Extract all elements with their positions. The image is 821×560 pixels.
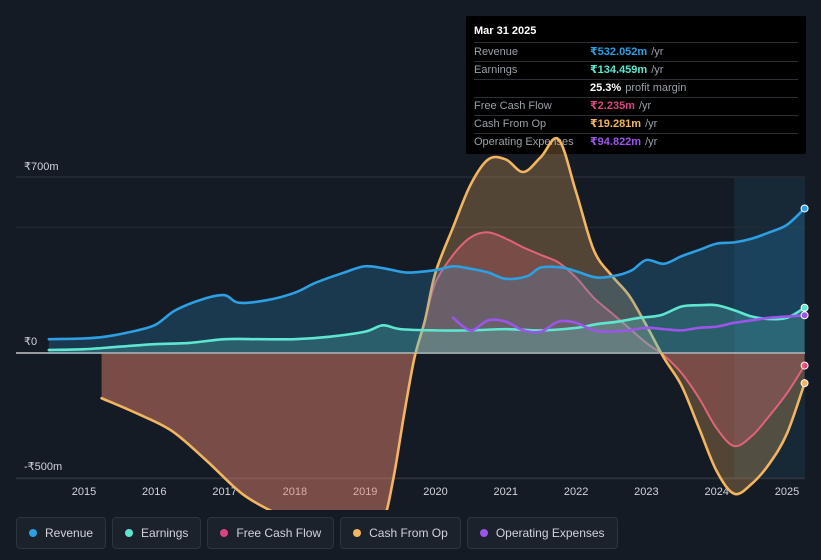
tooltip-date: Mar 31 2025 bbox=[474, 24, 798, 43]
tooltip-label: Revenue bbox=[474, 46, 519, 58]
legend-item-earnings[interactable]: Earnings bbox=[112, 517, 202, 549]
tooltip-suffix: /yr bbox=[651, 64, 664, 76]
tooltip-suffix: /yr bbox=[651, 46, 664, 58]
legend-label: Free Cash Flow bbox=[236, 526, 322, 540]
tooltip-row-cfo: Cash From Op ₹19.281m /yr bbox=[474, 116, 798, 134]
legend-item-operating-expenses[interactable]: Operating Expenses bbox=[466, 517, 618, 549]
x-tick-label: 2024 bbox=[704, 486, 728, 498]
x-tick-label: 2015 bbox=[72, 486, 96, 498]
x-tick-label: 2016 bbox=[142, 486, 166, 498]
tooltip-suffix: /yr bbox=[638, 100, 652, 112]
tooltip-label: Free Cash Flow bbox=[474, 100, 552, 112]
y-tick-label: ₹700m bbox=[24, 161, 59, 173]
tooltip-row-margin: 25.3% profit margin bbox=[474, 80, 798, 98]
tooltip-value: ₹19.281m bbox=[590, 118, 642, 130]
legend-label: Earnings bbox=[141, 526, 189, 540]
revenue-area bbox=[48, 208, 805, 353]
cash-from-op-area bbox=[101, 138, 805, 510]
revenue-endpoint bbox=[800, 204, 809, 213]
legend-dot-icon bbox=[220, 529, 229, 537]
tooltip-label: Cash From Op bbox=[474, 118, 547, 130]
tooltip-row-revenue: Revenue ₹532.052m /yr bbox=[474, 44, 798, 62]
tooltip-row-fcf: Free Cash Flow ₹2.235m /yr bbox=[474, 98, 798, 116]
cash-from-op-endpoint bbox=[800, 379, 809, 388]
x-tick-label: 2025 bbox=[775, 486, 799, 498]
x-tick-label: 2022 bbox=[564, 486, 588, 498]
free-cash-flow-area bbox=[101, 232, 805, 510]
revenue-line bbox=[47, 207, 806, 341]
tooltip-label: Earnings bbox=[474, 64, 518, 76]
legend: Revenue Earnings Free Cash Flow Cash Fro… bbox=[16, 517, 618, 549]
legend-label: Revenue bbox=[45, 526, 94, 540]
cash-from-op-line bbox=[100, 136, 806, 510]
tooltip-value: ₹532.052m bbox=[590, 46, 648, 58]
operating-expenses-line bbox=[451, 313, 806, 334]
legend-item-free-cash-flow[interactable]: Free Cash Flow bbox=[207, 517, 335, 549]
tooltip-suffix: /yr bbox=[645, 136, 658, 148]
tooltip-value: ₹134.459m bbox=[590, 64, 648, 76]
legend-dot-icon bbox=[479, 529, 488, 537]
tooltip-value: ₹94.822m bbox=[590, 136, 642, 148]
legend-dot-icon bbox=[125, 529, 134, 537]
legend-dot-icon bbox=[29, 529, 37, 537]
legend-item-revenue[interactable]: Revenue bbox=[16, 517, 107, 549]
x-tick-label: 2021 bbox=[494, 486, 518, 498]
tooltip-row-earnings: Earnings ₹134.459m /yr bbox=[474, 62, 798, 80]
earnings-area bbox=[48, 304, 805, 353]
legend-label: Cash From Op bbox=[369, 526, 448, 540]
chart: ₹700m ₹0 -₹500m 2015 2016 2017 2018 2019 2020 202… bbox=[16, 136, 809, 510]
free-cash-flow-endpoint bbox=[800, 361, 809, 370]
y-tick-label: -₹500m bbox=[24, 461, 62, 473]
earnings-line bbox=[47, 303, 806, 352]
tooltip-suffix: /yr bbox=[645, 118, 658, 130]
tooltip-value: 25.3% bbox=[590, 82, 622, 94]
free-cash-flow-line bbox=[100, 231, 806, 510]
x-tick-label: 2020 bbox=[423, 486, 447, 498]
legend-dot-icon bbox=[353, 529, 362, 537]
operating-expenses-endpoint bbox=[800, 311, 809, 320]
y-tick-label: ₹0 bbox=[24, 336, 37, 348]
legend-label: Operating Expenses bbox=[495, 526, 605, 540]
tooltip-value: ₹2.235m bbox=[590, 100, 635, 112]
legend-item-cash-from-op[interactable]: Cash From Op bbox=[340, 517, 461, 549]
x-tick-label: 2019 bbox=[353, 486, 377, 498]
x-tick-label: 2017 bbox=[212, 486, 236, 498]
forecast-band bbox=[734, 178, 805, 478]
tooltip: Mar 31 2025 Revenue ₹532.052m /yr Earnin… bbox=[466, 16, 806, 154]
x-tick-label: 2018 bbox=[283, 486, 307, 498]
x-tick-label: 2023 bbox=[634, 486, 658, 498]
tooltip-suffix: profit margin bbox=[625, 82, 687, 94]
earnings-endpoint bbox=[800, 303, 809, 312]
